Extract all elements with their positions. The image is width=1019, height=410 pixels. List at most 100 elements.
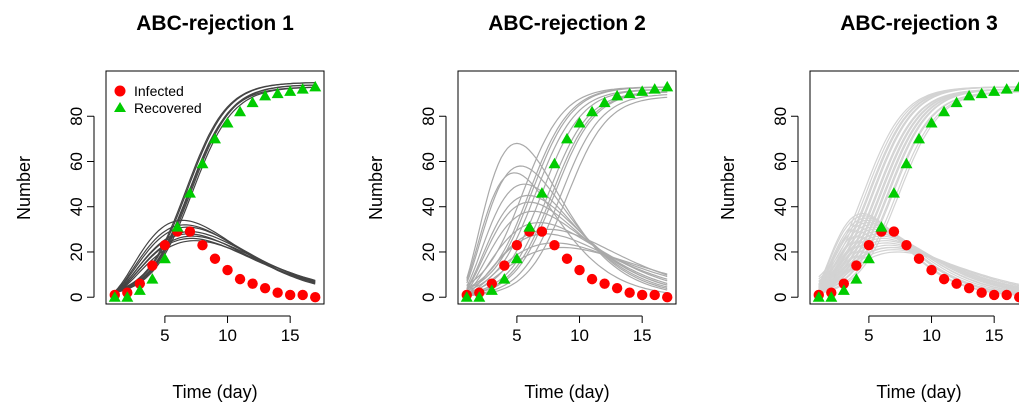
recovered-point (221, 117, 234, 128)
panel-2-plot-frame (457, 70, 677, 305)
panel-3-observed (812, 81, 1019, 303)
recovered-point (271, 87, 284, 99)
infected-point (536, 226, 548, 237)
y-tick-label: 20 (67, 243, 86, 262)
recovered-point (925, 117, 938, 128)
sim-infected-line (466, 172, 668, 294)
infected-point (888, 226, 900, 237)
recovered-point (535, 187, 548, 198)
infected-point (662, 292, 673, 303)
infected-point (134, 278, 146, 289)
infected-point (147, 260, 158, 271)
recovered-point (209, 132, 221, 144)
panel-2-x-axis: 5 10 15 (512, 315, 652, 345)
panel-2-observed (460, 80, 674, 303)
recovered-point (938, 105, 951, 117)
legend-recovered-marker (114, 102, 126, 112)
x-tick-label: 5 (160, 326, 169, 345)
infected-point (838, 278, 850, 289)
recovered-point (850, 273, 863, 284)
x-tick-label: 15 (633, 326, 652, 345)
recovered-point (561, 132, 573, 144)
panel-1-y-axis: 0 20 40 60 80 (67, 107, 95, 302)
infected-point (913, 253, 925, 264)
infected-point (549, 239, 560, 251)
panel-3-ylabel: Number (718, 156, 738, 220)
recovered-point (648, 83, 661, 94)
recovered-point (146, 273, 159, 284)
panel-2-ylabel: Number (366, 156, 386, 220)
y-tick-label: 60 (67, 152, 86, 171)
panel-1-observed (108, 80, 322, 303)
infected-point (1014, 292, 1019, 303)
infected-point (247, 278, 258, 289)
recovered-point (862, 252, 875, 264)
panel-3-plot-frame (809, 70, 1019, 305)
panel-2-y-axis: 0 20 40 60 80 (419, 107, 447, 302)
recovered-point (586, 105, 599, 117)
recovered-point (950, 96, 963, 108)
panel-3-simulations (818, 86, 1019, 296)
recovered-point (158, 252, 171, 264)
recovered-point (661, 80, 674, 92)
y-tick-label: 40 (771, 197, 790, 216)
recovered-point (975, 87, 988, 99)
x-tick-label: 5 (512, 326, 521, 345)
infected-point (611, 282, 623, 294)
panel-1-xlabel: Time (day) (172, 382, 257, 402)
y-tick-label: 40 (67, 197, 86, 216)
sim-infected-line (114, 219, 316, 293)
recovered-point (196, 157, 209, 169)
infected-point (1001, 289, 1012, 301)
recovered-point (234, 105, 247, 117)
infected-point (586, 273, 598, 285)
y-tick-label: 0 (771, 292, 790, 301)
recovered-point (296, 83, 309, 94)
recovered-point (485, 284, 498, 295)
legend-recovered-label: Recovered (134, 100, 202, 116)
infected-point (259, 282, 271, 294)
recovered-point (121, 291, 134, 302)
recovered-point (573, 117, 586, 128)
recovered-point (623, 87, 636, 99)
infected-point (561, 253, 573, 264)
y-tick-label: 20 (419, 243, 438, 262)
panel-1: ABC-rejection 1 Number Time (day) 5 10 15 … (14, 12, 325, 402)
y-tick-label: 0 (67, 292, 86, 301)
recovered-point (1000, 83, 1013, 94)
infected-point (624, 287, 635, 298)
recovered-point (611, 89, 624, 101)
infected-point (574, 264, 585, 276)
infected-point (209, 253, 221, 264)
infected-point (926, 264, 937, 276)
recovered-point (510, 252, 523, 264)
recovered-point (473, 291, 486, 302)
legend-infected-marker (114, 85, 126, 97)
recovered-point (171, 221, 184, 232)
infected-point (511, 239, 523, 251)
sim-infected-line (114, 235, 316, 295)
recovered-point (183, 187, 196, 198)
x-tick-label: 5 (864, 326, 873, 345)
recovered-point (900, 157, 913, 169)
x-tick-label: 10 (922, 326, 941, 345)
infected-point (863, 239, 875, 251)
recovered-point (887, 187, 900, 198)
infected-point (499, 260, 510, 271)
recovered-point (812, 291, 825, 302)
panel-3-title: ABC-rejection 3 (840, 12, 998, 35)
y-tick-label: 20 (771, 243, 790, 262)
infected-point (963, 282, 975, 294)
recovered-point (133, 284, 146, 295)
sim-infected-line (466, 222, 668, 293)
panel-2-xlabel: Time (day) (524, 382, 609, 402)
recovered-point (498, 273, 511, 284)
infected-point (284, 289, 296, 301)
panel-1-title: ABC-rejection 1 (136, 12, 294, 35)
y-tick-label: 60 (419, 152, 438, 171)
x-tick-label: 10 (218, 326, 237, 345)
sim-infected-line (466, 165, 668, 290)
infected-point (988, 289, 1000, 301)
infected-point (159, 239, 171, 251)
infected-point (938, 273, 950, 285)
